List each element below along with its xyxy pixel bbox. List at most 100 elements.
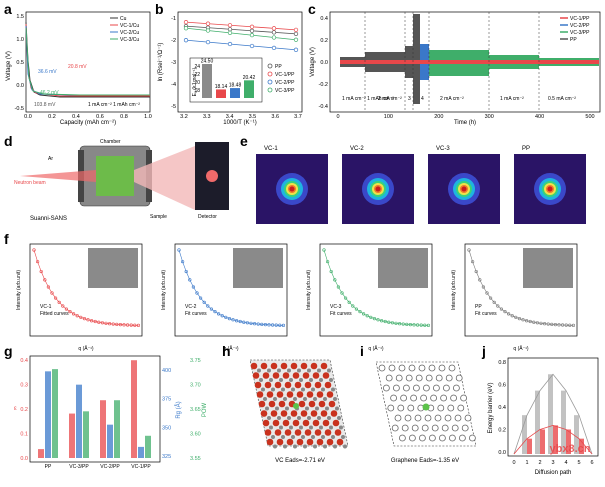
atom-v — [266, 438, 274, 446]
atom-v — [262, 419, 270, 427]
atom-v — [252, 372, 260, 379]
ylabel-f: Intensity (arb.unit) — [306, 270, 312, 310]
data-point-f — [369, 315, 373, 319]
atom-c — [301, 435, 305, 439]
data-point-f — [507, 312, 511, 316]
atom-c — [273, 397, 277, 401]
ytick-c: 0.0 — [320, 60, 328, 66]
inset-bar-b — [230, 88, 240, 98]
scatter-cone — [134, 146, 195, 210]
atom-c — [343, 444, 347, 449]
xtick-c: 200 — [434, 114, 443, 120]
atom-carbon — [412, 384, 420, 392]
xtick-b: 3.2 — [180, 114, 188, 120]
axes-f — [29, 243, 143, 337]
xtick-j: 1 — [525, 460, 528, 466]
atom-v — [256, 391, 264, 398]
data-point-f — [64, 307, 68, 311]
legend-label-c: PP — [570, 37, 577, 43]
data-point-f — [199, 296, 203, 300]
data-point-b — [271, 45, 277, 51]
data-point-f — [478, 278, 482, 282]
atom-c — [311, 435, 315, 439]
atom-c — [331, 435, 335, 439]
atom-carbon — [457, 404, 465, 412]
atom-c — [297, 368, 301, 373]
ytick-a: -0.5 — [15, 106, 24, 112]
panel-j: j Energy barrier (eV) Diffusion path 0.8… — [481, 343, 599, 476]
ytick-j: 0.8 — [498, 360, 506, 366]
axes-f — [464, 243, 578, 337]
atom-carbon — [450, 394, 458, 402]
atom-c — [267, 368, 271, 373]
atom-carbon — [411, 424, 419, 432]
atom-v — [284, 381, 292, 389]
atom-carbon — [408, 364, 416, 372]
ylabel-j: Energy barrier (eV) — [488, 382, 494, 433]
atom-carbon — [468, 434, 476, 442]
legend-b: PP VC-1/PP VC-2/PP VC-3/PP — [267, 63, 295, 94]
inset-bar-b — [216, 89, 226, 98]
ytick-a: 0.5 — [16, 60, 24, 66]
data-point-f — [35, 260, 40, 264]
atom-carbon — [442, 384, 450, 392]
xticks-c: 0 100 200 300 400 500 — [336, 114, 594, 120]
data-point-f — [43, 278, 47, 282]
atom-c — [305, 406, 309, 411]
xtick-c: 300 — [485, 114, 494, 120]
atom-carbon — [391, 424, 399, 432]
ytick-g-left: 0.0 — [20, 456, 28, 462]
atom-carbon — [385, 374, 393, 382]
inset-bar-value-b: 20.42 — [243, 75, 256, 81]
pattern-ring-e — [461, 186, 467, 192]
atom-c — [325, 406, 329, 411]
xtick-b: 3.3 — [203, 114, 211, 120]
ytick-a: 0.0 — [16, 83, 24, 89]
fit-curve-f — [178, 249, 284, 326]
inset-ytick-b: 18 — [194, 88, 200, 94]
data-point-f — [39, 269, 43, 274]
caption-i: Graphene Eads=-1.35 eV — [391, 458, 459, 464]
data-point-f — [213, 310, 217, 314]
atom-v — [284, 429, 292, 436]
atom-c — [311, 387, 315, 392]
yticks-c: 0.4 0.2 0.0 -0.2 -0.4 — [319, 16, 328, 110]
atom-c — [327, 368, 331, 373]
atom-c — [267, 416, 271, 420]
atom-c — [285, 406, 289, 411]
panel-h: h VC Eads=-2.71 eV — [222, 343, 349, 464]
ytick-g-right: 3.55 — [190, 456, 201, 462]
data-point-b — [271, 30, 277, 35]
fit-curve-f — [468, 249, 574, 326]
label-sample: Sample — [150, 214, 167, 220]
xtick-b: 3.6 — [271, 114, 279, 120]
atom-carbon — [444, 414, 452, 422]
annot-a-5: 1 mA cm⁻² 1 mAh cm⁻² — [88, 102, 140, 108]
fit-curve-f — [33, 249, 139, 326]
atom-v — [304, 381, 312, 389]
data-point-f — [358, 310, 362, 314]
xlabel-f: q (Å⁻¹) — [513, 345, 528, 352]
xlabel-f: q (Å⁻¹) — [78, 345, 93, 352]
xtick-a: 0.0 — [24, 114, 32, 120]
data-point-f — [46, 285, 51, 289]
atom-carbon — [408, 434, 416, 442]
atom-v — [304, 429, 312, 436]
atom-carbon — [404, 414, 412, 422]
atom-carbon — [445, 374, 453, 382]
atom-v — [264, 381, 272, 389]
atom-c — [339, 425, 343, 430]
axes-f — [174, 243, 288, 337]
sem-inset-f — [233, 248, 283, 288]
atom-carbon — [394, 414, 402, 422]
legend-label-a: VC-3/Cu — [120, 37, 139, 43]
yticks-g-right: 3.75 3.70 3.65 3.60 3.55 — [190, 358, 201, 462]
atom-carbon — [458, 434, 466, 442]
panel-b: b ln (Rsei⁻¹/Ω⁻¹) 1000/T (K⁻¹) -1-2-3-4-… — [155, 1, 303, 126]
atom-v — [272, 419, 280, 427]
data-point-f — [474, 269, 478, 274]
data-point-f — [467, 248, 471, 252]
data-point-b — [205, 28, 211, 33]
atom-c — [277, 368, 281, 373]
